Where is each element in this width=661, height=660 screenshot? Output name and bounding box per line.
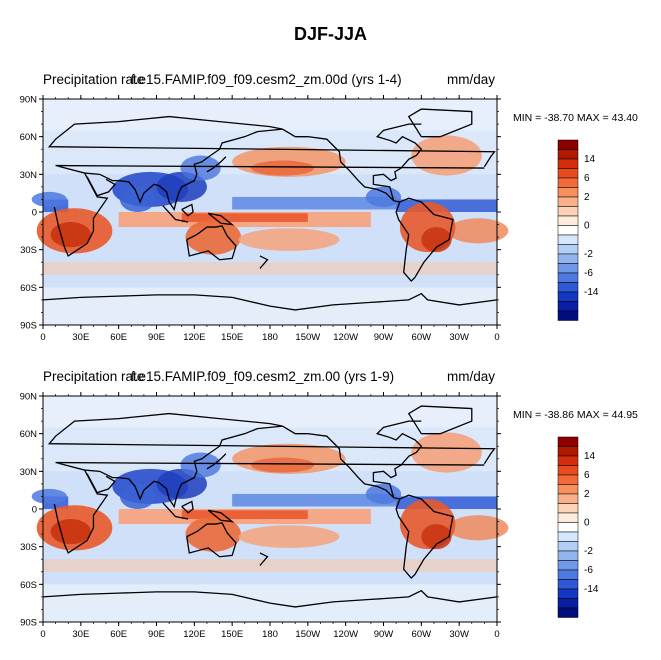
colorbar-swatch — [557, 474, 579, 485]
colorbar-label: 0 — [584, 518, 590, 529]
colorbar-swatch — [557, 522, 579, 533]
panel-1-left-label: Precipitation rate — [43, 72, 145, 87]
lon-tick-label: 0 — [494, 332, 499, 343]
colorbar-swatch — [557, 310, 579, 321]
panel-2-center-label: f.e15.FAMIP.f09_f09.cesm2_zm.00 (yrs 1-9… — [131, 369, 395, 384]
colorbar-label: -2 — [584, 249, 593, 260]
panel-1-units-label: mm/day — [447, 72, 496, 87]
colorbar-label: -2 — [584, 546, 593, 557]
lon-tick-label: 150W — [295, 629, 320, 640]
panel-1-minmax: MIN = -38.70 MAX = 43.40 — [513, 112, 638, 124]
lat-tick-label: 30N — [20, 170, 38, 181]
lon-tick-label: 90E — [148, 629, 165, 640]
lon-tick-label: 60E — [110, 332, 127, 343]
lon-tick-label: 180 — [262, 332, 278, 343]
colorbar-label: 0 — [584, 221, 590, 232]
lon-tick-label: 150E — [221, 332, 243, 343]
panel-2-left-label: Precipitation rate — [43, 369, 145, 384]
lon-tick-label: 120W — [333, 629, 358, 640]
lat-tick-label: 90N — [20, 392, 38, 403]
colorbar-swatch — [557, 569, 579, 580]
colorbar-swatch — [557, 455, 579, 466]
lon-tick-label: 0 — [40, 332, 45, 343]
colorbar-label: -6 — [584, 565, 593, 576]
figure-title: DJF-JJA — [293, 24, 368, 44]
lon-tick-label: 120E — [183, 332, 205, 343]
colorbar-swatch — [557, 446, 579, 457]
lon-tick-label: 60W — [412, 629, 432, 640]
panel-2-colorbar: 14 6 2 0 -2 -6 -14 — [557, 436, 599, 618]
lat-tick-label: 30S — [20, 245, 37, 256]
lon-tick-label: 150E — [221, 629, 243, 640]
colorbar-swatch — [557, 550, 579, 561]
lon-tick-label: 90W — [374, 332, 394, 343]
lon-tick-label: 90E — [148, 332, 165, 343]
panel-2-units-label: mm/day — [447, 369, 496, 384]
lat-tick-label: 30S — [20, 542, 37, 553]
lat-tick-label: 90N — [20, 95, 38, 106]
colorbar-swatch — [557, 588, 579, 599]
colorbar-label: 6 — [584, 173, 590, 184]
colorbar-swatch — [557, 493, 579, 504]
lat-tick-label: 0 — [32, 208, 37, 219]
lon-tick-label: 0 — [40, 629, 45, 640]
coastlines — [42, 108, 498, 311]
map-field — [31, 396, 509, 622]
colorbar-label: 2 — [584, 489, 590, 500]
panel-1-center-label: f.e15.FAMIP.f09_f09.cesm2_zm.00d (yrs 1-… — [131, 72, 402, 87]
lat-tick-label: 0 — [32, 505, 37, 516]
colorbar-label: -6 — [584, 268, 593, 279]
colorbar-swatch — [557, 598, 579, 609]
lon-tick-label: 0 — [494, 629, 499, 640]
colorbar-swatch — [557, 607, 579, 618]
lat-tick-label: 60S — [20, 283, 37, 294]
lon-tick-label: 150W — [295, 332, 320, 343]
colorbar-swatch — [557, 484, 579, 495]
lat-tick-label: 60N — [20, 429, 38, 440]
colorbar-swatch — [557, 541, 579, 552]
lat-tick-label: 60N — [20, 132, 38, 143]
colorbar-label: 6 — [584, 470, 590, 481]
lat-tick-label: 30N — [20, 467, 38, 478]
colorbar-label: -14 — [584, 584, 599, 595]
colorbar-label: 14 — [584, 154, 596, 165]
colorbar-swatch — [557, 560, 579, 571]
lon-tick-label: 30E — [72, 629, 89, 640]
colorbar-swatch — [557, 512, 579, 523]
lat-tick-label: 60S — [20, 580, 37, 591]
lon-tick-label: 60W — [412, 332, 432, 343]
coastlines — [42, 405, 498, 608]
lon-tick-label: 60E — [110, 629, 127, 640]
lon-tick-label: 90W — [374, 629, 394, 640]
lat-tick-label: 90S — [20, 321, 37, 332]
colorbar-swatch — [557, 436, 579, 447]
lon-tick-label: 30W — [449, 629, 469, 640]
colorbar-swatch — [557, 579, 579, 590]
lon-tick-label: 120W — [333, 332, 358, 343]
lat-tick-label: 90S — [20, 618, 37, 629]
colorbar-swatch — [557, 503, 579, 514]
lon-tick-label: 120E — [183, 629, 205, 640]
colorbar-swatch — [557, 531, 579, 542]
lon-tick-label: 30W — [449, 332, 469, 343]
colorbar-label: 2 — [584, 192, 590, 203]
panel-2-minmax: MIN = -38.86 MAX = 44.95 — [513, 409, 638, 421]
colorbar-label: -14 — [584, 287, 599, 298]
colorbar-swatch — [557, 465, 579, 476]
panel-1-colorbar: 14 6 2 0 -2 -6 -14 — [557, 139, 599, 321]
lon-tick-label: 180 — [262, 629, 278, 640]
lon-tick-label: 30E — [72, 332, 89, 343]
colorbar-label: 14 — [584, 451, 596, 462]
